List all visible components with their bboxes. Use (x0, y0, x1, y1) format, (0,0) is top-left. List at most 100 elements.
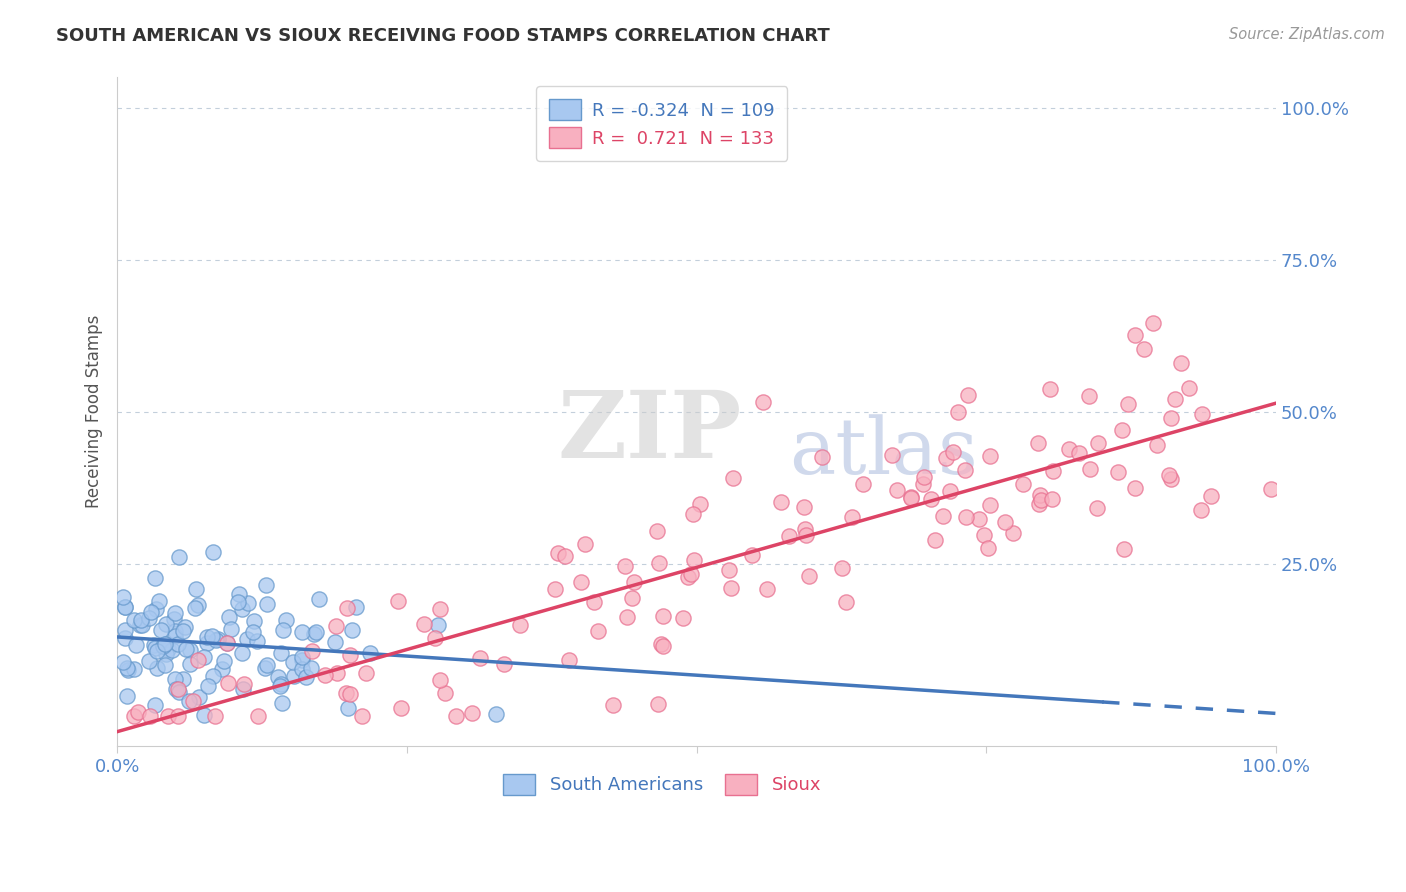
Point (350, 708, 373, 723)
Point (468, 650, 491, 665)
Point (886, 483, 908, 498)
Point (955, 509, 977, 524)
Point (344, 599, 367, 614)
Point (752, 395, 775, 409)
Point (973, 527, 995, 541)
Point (323, 634, 346, 648)
Point (429, 673, 451, 688)
Point (339, 648, 361, 663)
Point (163, 624, 186, 638)
Point (1107, 465, 1129, 479)
Point (193, 708, 215, 723)
Point (122, 614, 145, 628)
Point (232, 682, 254, 697)
Point (231, 602, 253, 616)
Point (720, 581, 742, 595)
Point (1199, 489, 1222, 503)
Point (325, 618, 347, 632)
Point (157, 708, 180, 723)
Point (1189, 503, 1212, 517)
Point (1191, 408, 1213, 422)
Point (1001, 526, 1024, 541)
Point (176, 641, 198, 656)
Point (177, 693, 200, 707)
Point (314, 668, 336, 682)
Point (387, 594, 409, 608)
Point (429, 601, 451, 615)
Point (335, 686, 357, 700)
Point (131, 618, 153, 632)
Point (242, 614, 264, 628)
Point (172, 672, 194, 686)
Point (236, 632, 259, 647)
Point (1133, 342, 1156, 356)
Point (162, 642, 184, 657)
Point (778, 529, 800, 543)
Point (143, 638, 166, 652)
Point (651, 609, 673, 624)
Point (544, 582, 567, 597)
Point (156, 642, 179, 657)
Point (281, 655, 304, 669)
Point (1039, 382, 1062, 396)
Point (254, 578, 277, 592)
Point (1028, 497, 1050, 511)
Point (146, 660, 169, 674)
Point (942, 444, 965, 458)
Point (167, 636, 190, 650)
Point (112, 590, 135, 604)
Point (356, 665, 378, 680)
Point (129, 618, 152, 632)
Point (721, 470, 744, 484)
Point (718, 564, 741, 578)
Point (155, 616, 177, 631)
Point (143, 571, 166, 585)
Point (155, 637, 177, 651)
Point (138, 654, 160, 668)
Point (231, 646, 253, 660)
Point (946, 405, 969, 419)
Point (569, 574, 592, 589)
Point (295, 670, 318, 684)
Point (647, 697, 669, 711)
Point (679, 567, 702, 582)
Point (967, 512, 990, 526)
Point (197, 679, 219, 693)
Point (793, 500, 815, 515)
Legend: South Americans, Sioux: South Americans, Sioux (494, 765, 830, 804)
Point (1160, 411, 1182, 425)
Point (291, 625, 314, 640)
Point (339, 687, 361, 701)
Point (299, 661, 322, 675)
Point (179, 643, 201, 657)
Point (271, 623, 294, 637)
Point (184, 582, 207, 596)
Point (187, 598, 209, 612)
Point (153, 658, 176, 673)
Point (167, 708, 190, 723)
Point (769, 495, 792, 509)
Point (336, 600, 359, 615)
Point (794, 522, 817, 536)
Point (139, 605, 162, 619)
Point (187, 653, 209, 667)
Point (204, 708, 226, 723)
Point (179, 657, 201, 672)
Point (217, 636, 239, 650)
Point (460, 706, 482, 720)
Point (683, 553, 706, 567)
Point (920, 492, 942, 507)
Point (614, 559, 637, 574)
Point (207, 632, 229, 646)
Point (139, 708, 162, 723)
Text: SOUTH AMERICAN VS SIOUX RECEIVING FOOD STAMPS CORRELATION CHART: SOUTH AMERICAN VS SIOUX RECEIVING FOOD S… (56, 27, 830, 45)
Point (412, 617, 434, 632)
Point (236, 596, 259, 610)
Point (979, 449, 1001, 463)
Point (172, 624, 194, 638)
Point (1087, 435, 1109, 450)
Point (145, 602, 167, 616)
Point (326, 666, 349, 681)
Point (979, 498, 1001, 512)
Point (652, 640, 675, 654)
